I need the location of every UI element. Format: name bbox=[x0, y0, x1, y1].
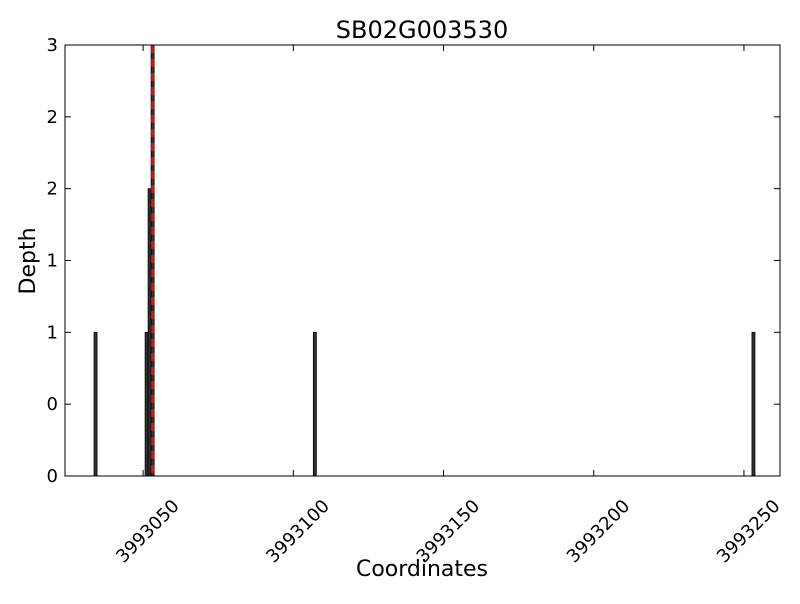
y-tick-label: 3 bbox=[47, 35, 58, 56]
x-tick-label: 3993100 bbox=[262, 496, 334, 568]
chart-title: SB02G003530 bbox=[336, 16, 508, 44]
depth-bar bbox=[93, 331, 98, 477]
y-tick-label: 0 bbox=[47, 466, 58, 487]
x-tick-label: 3993200 bbox=[563, 496, 635, 568]
y-tick-label: 1 bbox=[47, 251, 58, 272]
y-axis-label: Depth bbox=[16, 227, 41, 294]
plot-frame bbox=[64, 44, 781, 477]
depth-bar bbox=[144, 331, 149, 477]
x-tick-label: 3993250 bbox=[713, 496, 785, 568]
y-tick-label: 1 bbox=[47, 322, 58, 343]
y-tick-label: 2 bbox=[47, 179, 58, 200]
y-tick-label: 0 bbox=[47, 394, 58, 415]
depth-bar bbox=[312, 331, 317, 477]
depth-bar bbox=[751, 331, 756, 477]
x-tick-label: 3993050 bbox=[112, 496, 184, 568]
x-axis-label: Coordinates bbox=[356, 557, 488, 582]
depth-bar bbox=[147, 188, 152, 477]
y-tick-label: 2 bbox=[47, 107, 58, 128]
